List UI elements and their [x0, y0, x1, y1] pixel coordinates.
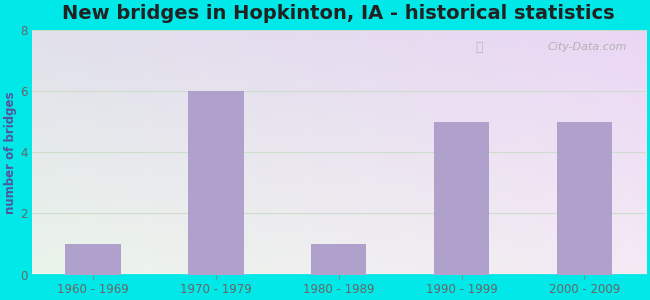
Text: City-Data.com: City-Data.com	[548, 43, 627, 52]
Title: New bridges in Hopkinton, IA - historical statistics: New bridges in Hopkinton, IA - historica…	[62, 4, 615, 23]
Bar	[188, 91, 244, 274]
Bar	[557, 122, 612, 274]
Bar	[311, 244, 367, 274]
Text: ⓘ: ⓘ	[476, 41, 483, 54]
Bar	[66, 244, 121, 274]
Y-axis label: number of bridges: number of bridges	[4, 91, 17, 214]
Bar	[434, 122, 489, 274]
